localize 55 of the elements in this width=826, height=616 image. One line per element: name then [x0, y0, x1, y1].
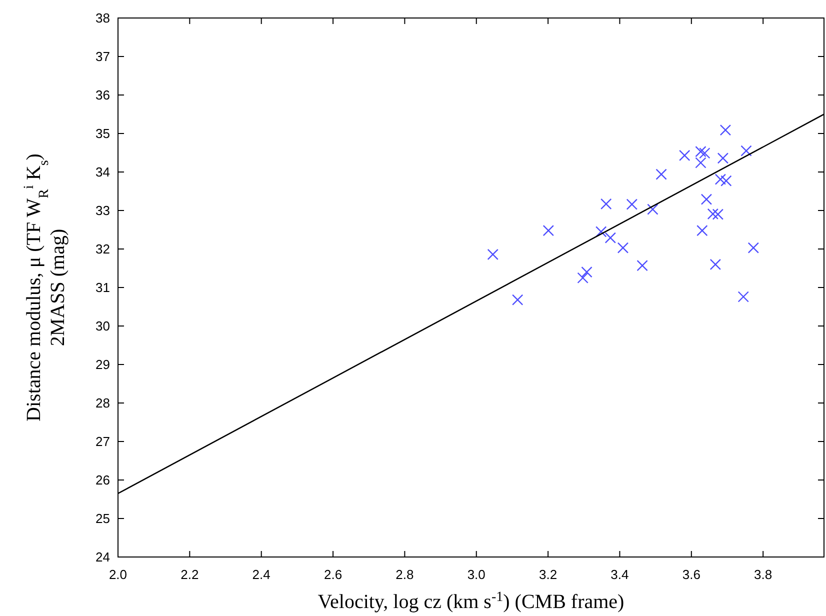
x-axis-title: Velocity, log cz (km s$^{-1}$) (CMB frame)	[318, 590, 624, 613]
point	[604, 232, 616, 244]
y-tick-label: 31	[96, 280, 110, 296]
point	[695, 146, 706, 158]
point	[717, 152, 729, 164]
point	[595, 226, 607, 238]
x-tick-label: 3.4	[610, 567, 629, 582]
point	[748, 242, 759, 254]
point	[720, 124, 732, 136]
point	[636, 260, 648, 272]
point	[626, 198, 638, 210]
point	[577, 272, 588, 284]
x-tick-label: 3.2	[539, 567, 558, 582]
y-tick-label: 27	[96, 434, 110, 450]
point	[720, 175, 732, 186]
x-tick-label: 2.8	[396, 567, 414, 582]
y-tick-label: 34	[96, 164, 110, 180]
x-tick-label: 3.0	[467, 567, 486, 582]
y-tick-label: 35	[96, 126, 110, 142]
point	[696, 224, 708, 236]
y-tick-label: 25	[96, 511, 110, 526]
point	[656, 168, 667, 180]
y-tick-label: 36	[96, 88, 110, 103]
point	[707, 208, 719, 220]
point	[714, 174, 726, 185]
point	[699, 148, 710, 159]
point	[738, 291, 749, 302]
y-tick-label: 24	[96, 550, 110, 565]
point	[712, 208, 724, 220]
y-tick-label: 28	[96, 396, 110, 411]
y-tick-label: 33	[96, 203, 110, 218]
y-tick-label: 29	[96, 357, 110, 372]
point	[600, 198, 612, 210]
x-tick-label: 2.2	[180, 567, 199, 582]
point	[487, 248, 498, 260]
x-tick-label: 2.4	[252, 567, 270, 582]
point	[542, 224, 554, 236]
y-tick-label: 26	[96, 472, 110, 488]
y-tick-label: 30	[96, 318, 110, 334]
x-tick-label: 3.8	[754, 567, 772, 582]
point	[617, 242, 629, 254]
y-tick-label: 37	[96, 49, 110, 64]
point	[700, 194, 712, 205]
point	[678, 150, 690, 162]
y-tick-label: 38	[96, 10, 110, 26]
point	[695, 157, 706, 168]
point	[512, 294, 524, 306]
point	[647, 204, 658, 215]
x-tick-label: 2.0	[108, 567, 128, 582]
y-tick-label: 32	[96, 242, 110, 257]
x-tick-label: 3.6	[682, 567, 700, 582]
x-tick-label: 2.6	[324, 567, 342, 582]
point	[710, 258, 722, 270]
point	[740, 145, 752, 156]
point	[581, 266, 592, 278]
